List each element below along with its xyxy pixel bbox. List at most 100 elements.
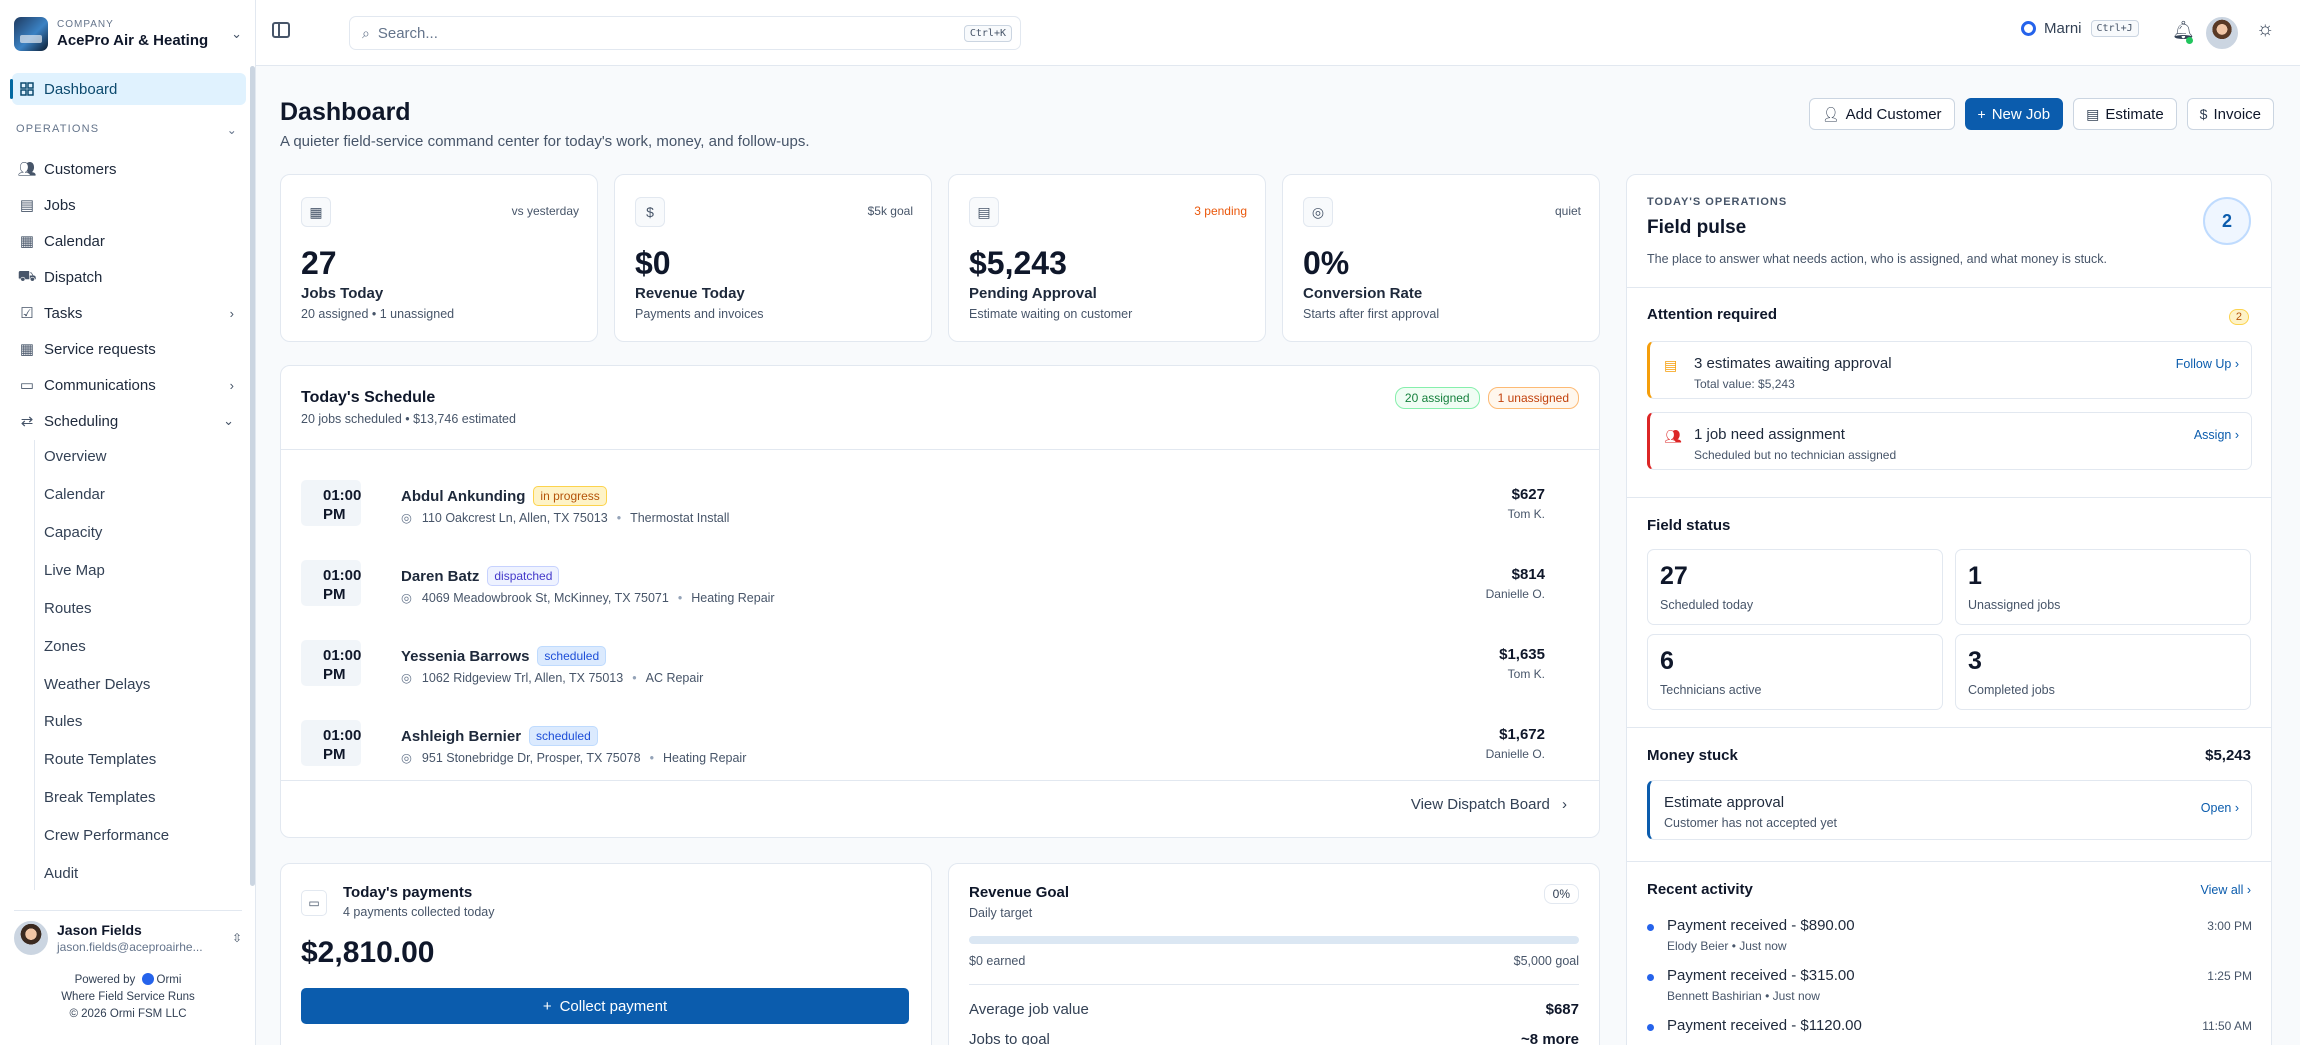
kpi-tag: 3 pending [1194, 204, 1247, 218]
company-switcher[interactable]: COMPANY AcePro Air & Heating ⌄ [14, 14, 242, 54]
section-operations[interactable]: OPERATIONS ⌄ [16, 123, 238, 137]
button-label: Add Customer [1845, 105, 1942, 123]
sidebar-item-label: Dashboard [44, 80, 118, 98]
button-label: New Job [1991, 105, 2051, 123]
attention-item-assignment[interactable]: 👥︎ 1 job need assignment Scheduled but n… [1647, 412, 2252, 470]
job-tech: Danielle O. [1485, 587, 1545, 601]
sidebar-scrollbar[interactable] [250, 66, 255, 886]
sidebar-item-tasks[interactable]: ☑ Tasks › [12, 297, 246, 329]
sidebar-item-calendar[interactable]: ▦ Calendar [12, 225, 246, 257]
map-pin-icon: ◎ [401, 671, 412, 685]
time-hour: 01:00 [323, 727, 362, 744]
estimate-button[interactable]: ▤ Estimate [2073, 98, 2177, 130]
bell-icon[interactable]: 🔔︎ [2172, 20, 2195, 40]
new-job-button[interactable]: + New Job [1964, 98, 2064, 130]
schedule-row[interactable]: 01:00 PM Abdul Ankunding in progress ◎ 110 … [301, 480, 1581, 540]
document-icon: ▤ [2086, 105, 2100, 122]
route-icon: ⇄ [20, 413, 34, 430]
sub-item-weather-delays[interactable]: Weather Delays [44, 675, 151, 693]
view-dispatch-board-link[interactable]: View Dispatch Board › [1411, 796, 1567, 813]
activity-item[interactable]: Payment received - $890.00 Elody Beier • … [1647, 915, 2252, 959]
activity-item[interactable]: Payment received - $1120.00 11:50 AM [1647, 1015, 2252, 1045]
collect-payment-button[interactable]: + Collect payment [301, 988, 909, 1024]
kpi-sub: Payments and invoices [635, 307, 764, 321]
kpi-card-pending-approval[interactable]: ▤ 3 pending $5,243 Pending Approval Esti… [948, 174, 1266, 342]
open-link[interactable]: Open › [2200, 801, 2239, 815]
user-menu[interactable]: Jason Fields jason.fields@aceproairhe...… [14, 910, 242, 958]
revenue-target: $5,000 goal [1513, 954, 1579, 968]
view-all-link[interactable]: View all › [2200, 883, 2251, 897]
chevron-right-icon: › [229, 377, 234, 393]
schedule-row[interactable]: 01:00 PM Yessenia Barrows scheduled ◎ 1062 … [301, 640, 1581, 700]
field-stat-card[interactable]: 3 Completed jobs [1955, 634, 2251, 710]
activity-item[interactable]: Payment received - $315.00 Bennett Bashir… [1647, 965, 2252, 1009]
sidebar-item-communications[interactable]: ▭ Communications › [12, 369, 246, 401]
field-stat-card[interactable]: 1 Unassigned jobs [1955, 549, 2251, 625]
sidebar-item-dashboard[interactable]: Dashboard [10, 73, 246, 105]
money-stuck-total: $5,243 [2205, 747, 2251, 764]
sub-item-capacity[interactable]: Capacity [44, 523, 103, 541]
alert-title: 3 estimates awaiting approval [1694, 355, 1892, 372]
invoice-button[interactable]: $ Invoice [2186, 98, 2274, 130]
follow-up-link[interactable]: Follow Up › [2175, 357, 2239, 371]
sub-item-live-map[interactable]: Live Map [44, 561, 105, 579]
kpi-sub: Starts after first approval [1303, 307, 1440, 321]
sub-item-zones[interactable]: Zones [44, 637, 86, 655]
stat-label: Jobs to goal [969, 1031, 1050, 1045]
sidebar-item-jobs[interactable]: ▤ Jobs [12, 189, 246, 221]
job-service: Heating Repair [662, 750, 747, 765]
schedule-row[interactable]: 01:00 PM Ashleigh Bernier scheduled ◎ 951 S… [301, 720, 1581, 780]
job-amount: $627 [1511, 486, 1545, 503]
recent-activity-title: Recent activity [1647, 881, 1753, 898]
stat-label: Scheduled today [1660, 598, 1754, 612]
map-pin-icon: ◎ [401, 511, 412, 525]
unassigned-badge: 1 unassigned [1487, 387, 1579, 409]
sidebar-item-service-requests[interactable]: ▦ Service requests [12, 333, 246, 365]
stat-value: ~8 more [1521, 1031, 1579, 1045]
submenu-guide-line [34, 440, 35, 890]
sub-item-crew-performance[interactable]: Crew Performance [44, 826, 170, 844]
revenue-progress-bar [969, 936, 1579, 944]
money-stuck-item[interactable]: Estimate approval Customer has not accep… [1647, 780, 2252, 840]
schedule-row[interactable]: 01:00 PM Daren Batz dispatched ◎ 4069 Meado… [301, 560, 1581, 620]
sidebar-item-label: Jobs [44, 196, 76, 214]
sidebar-item-dispatch[interactable]: ⛟ Dispatch [12, 261, 246, 293]
job-service: AC Repair [645, 670, 704, 685]
sidebar-item-scheduling[interactable]: ⇄ Scheduling ⌄ [12, 405, 246, 437]
sidebar-toggle-icon[interactable] [272, 22, 290, 38]
sub-item-calendar[interactable]: Calendar [44, 485, 105, 503]
sidebar-item-customers[interactable]: 👥︎ Customers [12, 153, 246, 185]
payments-title: Today's payments [343, 884, 473, 901]
search-input[interactable]: ⌕ Search... Ctrl+K [349, 16, 1021, 50]
schedule-title: Today's Schedule [301, 389, 436, 406]
avatar[interactable] [2206, 17, 2238, 49]
field-stat-card[interactable]: 6 Technicians active [1647, 634, 1943, 710]
sub-item-audit[interactable]: Audit [44, 864, 79, 882]
revenue-earned: $0 earned [969, 954, 1026, 968]
job-address: 110 Oakcrest Ln, Allen, TX 75013 [421, 510, 608, 525]
status-badge: scheduled [529, 726, 598, 746]
time-period: PM [323, 666, 346, 683]
attention-item-estimates[interactable]: ▤ 3 estimates awaiting approval Total va… [1647, 341, 2252, 399]
assign-link[interactable]: Assign › [2193, 428, 2239, 442]
field-stat-card[interactable]: 27 Scheduled today [1647, 549, 1943, 625]
chevron-right-icon: › [229, 305, 234, 321]
notification-dot [2186, 37, 2193, 44]
kpi-card-jobs-today[interactable]: ▦ vs yesterday 27 Jobs Today 20 assigned… [280, 174, 598, 342]
sub-item-overview[interactable]: Overview [44, 447, 107, 465]
assistant-switcher[interactable]: Marni Ctrl+J [2021, 20, 2139, 37]
map-pin-icon: ◎ [401, 591, 412, 605]
sub-item-break-templates[interactable]: Break Templates [44, 788, 156, 806]
sun-icon[interactable]: ☼ [2256, 18, 2275, 40]
add-customer-button[interactable]: 👤︎ Add Customer [1808, 98, 1955, 130]
sidebar-item-label: Tasks [44, 304, 83, 322]
sub-item-route-templates[interactable]: Route Templates [44, 750, 157, 768]
job-time: 01:00 PM [301, 560, 361, 606]
kpi-card-conversion-rate[interactable]: ◎ quiet 0% Conversion Rate Starts after … [1282, 174, 1600, 342]
stat-label: Technicians active [1660, 683, 1762, 697]
stat-value: 3 [1968, 647, 1982, 675]
sub-item-rules[interactable]: Rules [44, 712, 83, 730]
kpi-card-revenue-today[interactable]: $ $5k goal $0 Revenue Today Payments and… [614, 174, 932, 342]
chevron-updown-icon: ⇳ [231, 930, 242, 945]
sub-item-routes[interactable]: Routes [44, 599, 92, 617]
